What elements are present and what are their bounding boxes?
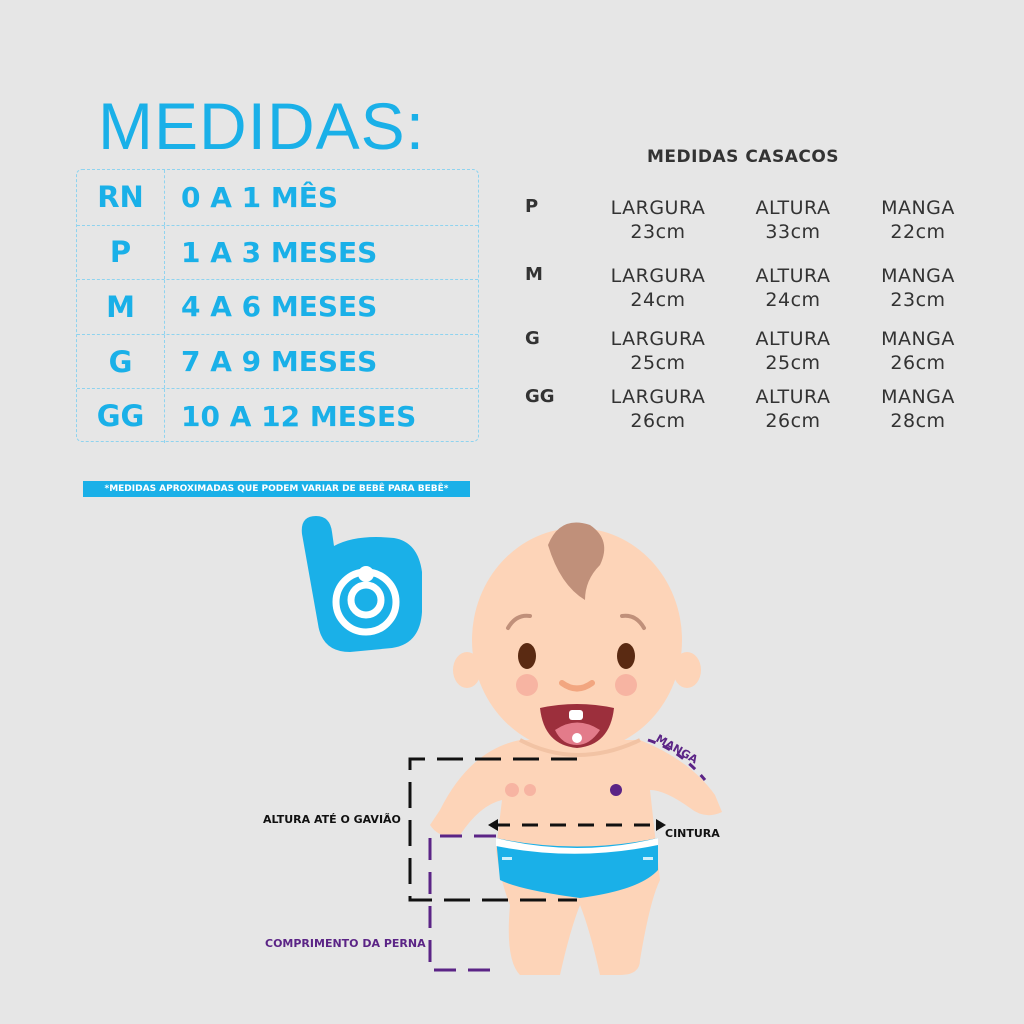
- height-to-crotch-label: ALTURA ATÉ O GAVIÃO: [263, 813, 401, 826]
- value-sleeve: 26cm: [890, 352, 946, 374]
- baby-illustration: [408, 522, 722, 975]
- header-height: ALTURA: [755, 386, 831, 408]
- header-sleeve: MANGA: [881, 197, 955, 219]
- size-code: GG: [77, 389, 165, 443]
- size-row: GG 10 A 12 MESES: [77, 388, 478, 443]
- waist-label: CINTURA: [665, 827, 720, 840]
- size-age: 10 A 12 MESES: [181, 399, 417, 433]
- value-height: 26cm: [765, 410, 821, 432]
- size-code: P: [77, 225, 165, 280]
- coat-height: ALTURA 25cm: [723, 327, 863, 375]
- coat-width: LARGURA 25cm: [588, 327, 728, 375]
- leg-length-label: COMPRIMENTO DA PERNA: [265, 937, 426, 950]
- value-height: 33cm: [765, 221, 821, 243]
- value-width: 25cm: [630, 352, 686, 374]
- coat-sleeve: MANGA 26cm: [848, 327, 988, 375]
- brand-logo: [301, 516, 422, 652]
- size-code: RN: [77, 170, 165, 225]
- disclaimer-banner: *MEDIDAS APROXIMADAS QUE PODEM VARIAR DE…: [83, 481, 470, 497]
- size-row: G 7 A 9 MESES: [77, 333, 478, 389]
- coat-height: ALTURA 26cm: [723, 385, 863, 433]
- header-width: LARGURA: [610, 197, 706, 219]
- coat-size: M: [525, 264, 543, 285]
- size-code: G: [77, 334, 165, 389]
- header-height: ALTURA: [755, 197, 831, 219]
- value-width: 23cm: [630, 221, 686, 243]
- header-sleeve: MANGA: [881, 328, 955, 350]
- size-row: P 1 A 3 MESES: [77, 224, 478, 280]
- header-height: ALTURA: [755, 265, 831, 287]
- value-sleeve: 22cm: [890, 221, 946, 243]
- size-age: 1 A 3 MESES: [181, 235, 378, 269]
- value-sleeve: 28cm: [890, 410, 946, 432]
- coat-size: GG: [525, 386, 555, 407]
- header-sleeve: MANGA: [881, 386, 955, 408]
- size-row: RN 0 A 1 MÊS: [77, 170, 478, 225]
- coat-width: LARGURA 23cm: [588, 196, 728, 244]
- size-age: 4 A 6 MESES: [181, 290, 378, 324]
- size-age: 0 A 1 MÊS: [181, 180, 339, 214]
- header-width: LARGURA: [610, 265, 706, 287]
- coat-height: ALTURA 24cm: [723, 264, 863, 312]
- coat-size: P: [525, 196, 539, 217]
- coat-width: LARGURA 24cm: [588, 264, 728, 312]
- page-title: MEDIDAS:: [98, 89, 426, 163]
- size-code: M: [77, 280, 165, 334]
- value-width: 24cm: [630, 289, 686, 311]
- coat-sleeve: MANGA 23cm: [848, 264, 988, 312]
- value-height: 25cm: [765, 352, 821, 374]
- coats-title: MEDIDAS CASACOS: [646, 147, 840, 167]
- value-sleeve: 23cm: [890, 289, 946, 311]
- size-age: 7 A 9 MESES: [181, 345, 378, 379]
- header-width: LARGURA: [610, 386, 706, 408]
- header-width: LARGURA: [610, 328, 706, 350]
- header-sleeve: MANGA: [881, 265, 955, 287]
- header-height: ALTURA: [755, 328, 831, 350]
- size-row: M 4 A 6 MESES: [77, 279, 478, 334]
- value-width: 26cm: [630, 410, 686, 432]
- coat-size: G: [525, 328, 540, 349]
- value-height: 24cm: [765, 289, 821, 311]
- coat-width: LARGURA 26cm: [588, 385, 728, 433]
- coat-sleeve: MANGA 28cm: [848, 385, 988, 433]
- coat-height: ALTURA 33cm: [723, 196, 863, 244]
- coat-sleeve: MANGA 22cm: [848, 196, 988, 244]
